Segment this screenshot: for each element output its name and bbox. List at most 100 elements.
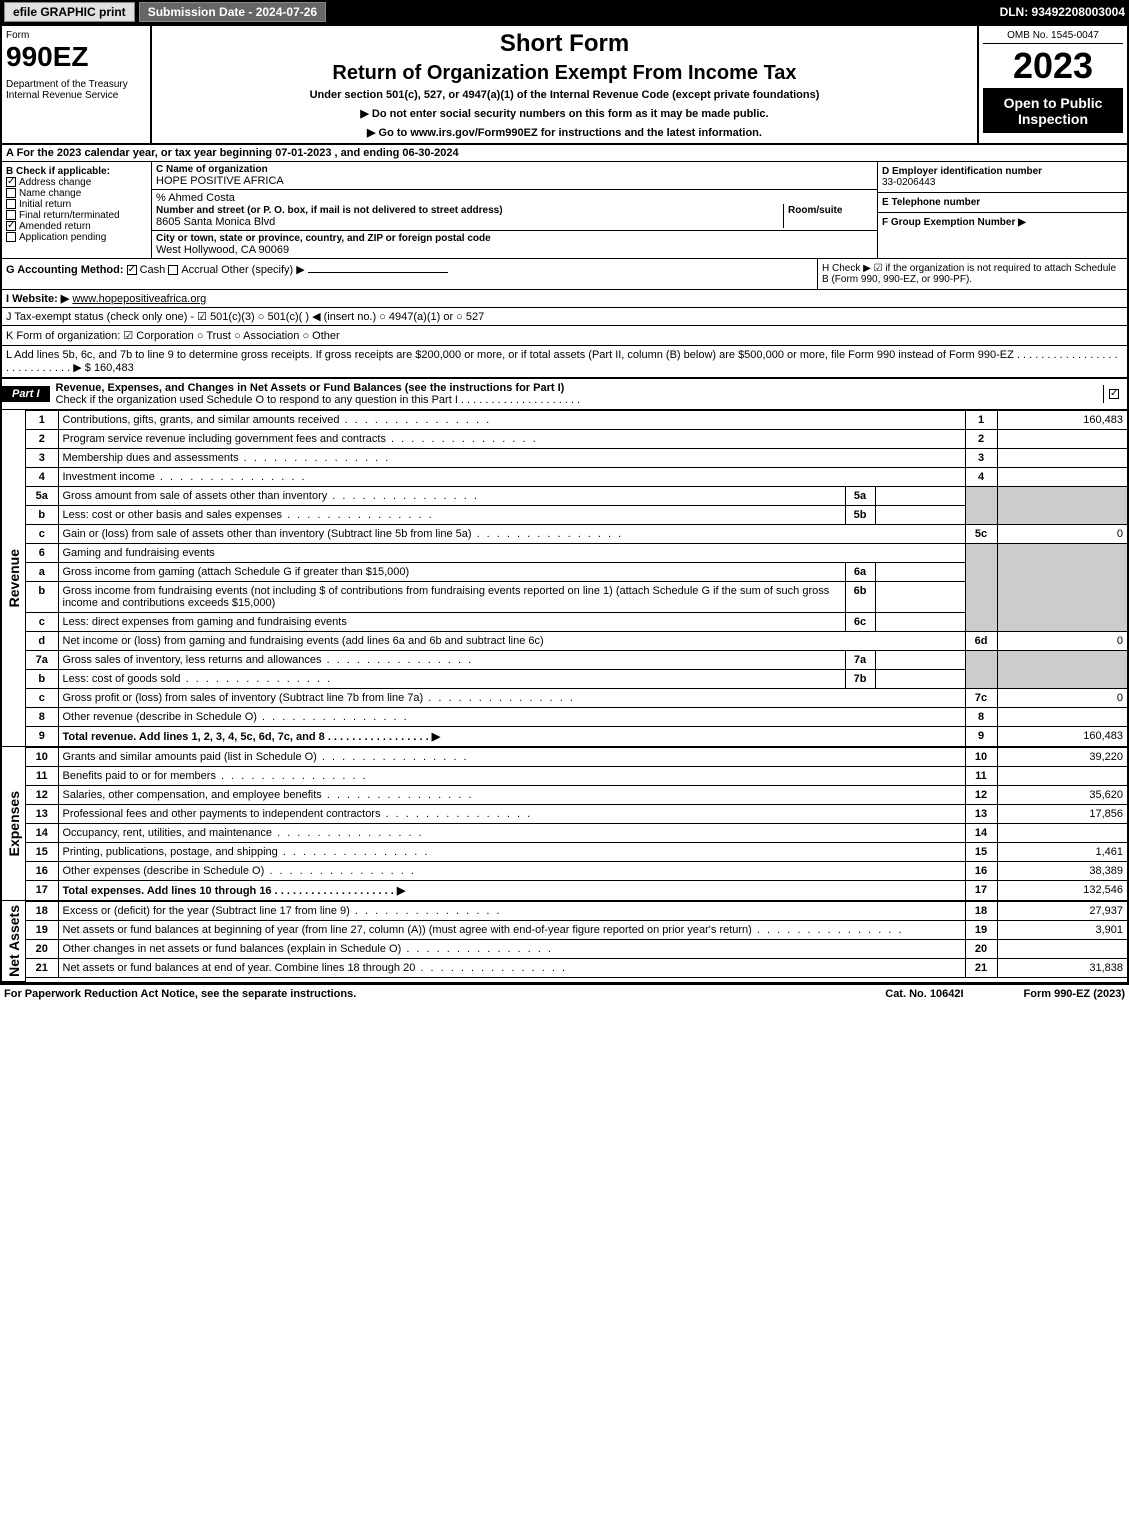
l6d-val: 0: [997, 632, 1127, 651]
expenses-section: Expenses 10Grants and similar amounts pa…: [2, 747, 1127, 901]
submission-date-button[interactable]: Submission Date - 2024-07-26: [139, 2, 326, 22]
section-i: I Website: ▶ www.hopepositiveafrica.org: [2, 290, 1127, 308]
l5a-sn: 5a: [845, 487, 875, 506]
l6c-sv: [875, 613, 965, 632]
header-left: Form 990EZ Department of the Treasury In…: [2, 26, 152, 143]
l6c-sn: 6c: [845, 613, 875, 632]
l19-rn: 19: [965, 921, 997, 940]
l8-desc: Other revenue (describe in Schedule O): [58, 708, 965, 727]
l9-val: 160,483: [997, 727, 1127, 747]
l12-num: 12: [26, 786, 58, 805]
chk-part1-scho[interactable]: [1109, 389, 1119, 399]
b-item-1: Name change: [19, 188, 81, 199]
l8-num: 8: [26, 708, 58, 727]
l15-rn: 15: [965, 843, 997, 862]
g-accrual: Accrual: [181, 264, 218, 276]
l14-rn: 14: [965, 824, 997, 843]
part1-header: Part I Revenue, Expenses, and Changes in…: [2, 379, 1127, 410]
header-right: OMB No. 1545-0047 2023 Open to Public In…: [977, 26, 1127, 143]
chk-accrual[interactable]: [168, 265, 178, 275]
dept-label: Department of the Treasury Internal Reve…: [6, 79, 146, 101]
l14-num: 14: [26, 824, 58, 843]
l6c-desc: Less: direct expenses from gaming and fu…: [58, 613, 845, 632]
l7c-num: c: [26, 689, 58, 708]
e-label: E Telephone number: [882, 197, 1123, 208]
l7b-desc: Less: cost of goods sold: [58, 670, 845, 689]
l20-val: [997, 940, 1127, 959]
g-other: Other (specify) ▶: [221, 264, 305, 276]
l19-val: 3,901: [997, 921, 1127, 940]
city-label: City or town, state or province, country…: [156, 233, 873, 244]
street-address: 8605 Santa Monica Blvd: [156, 216, 275, 228]
l14-val: [997, 824, 1127, 843]
netassets-section: Net Assets 18Excess or (deficit) for the…: [2, 901, 1127, 982]
l2-desc: Program service revenue including govern…: [58, 430, 965, 449]
l19-desc: Net assets or fund balances at beginning…: [58, 921, 965, 940]
tax-year: 2023: [983, 44, 1123, 89]
section-bcdef: B Check if applicable: Address change Na…: [2, 162, 1127, 259]
l20-rn: 20: [965, 940, 997, 959]
l13-num: 13: [26, 805, 58, 824]
l17-desc: Total expenses. Add lines 10 through 16 …: [58, 881, 965, 901]
chk-address-change[interactable]: [6, 177, 16, 187]
chk-name-change[interactable]: [6, 188, 16, 198]
top-bar: efile GRAPHIC print Submission Date - 20…: [0, 0, 1129, 24]
l4-rn: 4: [965, 468, 997, 487]
l20-desc: Other changes in net assets or fund bala…: [58, 940, 965, 959]
b-item-4: Amended return: [19, 221, 91, 232]
chk-application-pending[interactable]: [6, 232, 16, 242]
website-link[interactable]: www.hopepositiveafrica.org: [72, 293, 206, 305]
l7a-desc: Gross sales of inventory, less returns a…: [58, 651, 845, 670]
chk-cash[interactable]: [127, 265, 137, 275]
l14-desc: Occupancy, rent, utilities, and maintena…: [58, 824, 965, 843]
netassets-sidelabel: Net Assets: [4, 901, 24, 981]
d-label: D Employer identification number: [882, 166, 1123, 177]
l6-desc: Gaming and fundraising events: [58, 544, 965, 563]
b-item-5: Application pending: [19, 232, 106, 243]
l6d-desc: Net income or (loss) from gaming and fun…: [58, 632, 965, 651]
care-of: % Ahmed Costa: [156, 192, 873, 204]
l6b-num: b: [26, 582, 58, 613]
l18-desc: Excess or (deficit) for the year (Subtra…: [58, 902, 965, 921]
warn-ssn: ▶ Do not enter social security numbers o…: [160, 107, 969, 120]
l4-num: 4: [26, 468, 58, 487]
warn-goto: ▶ Go to www.irs.gov/Form990EZ for instru…: [160, 126, 969, 139]
section-j: J Tax-exempt status (check only one) - ☑…: [2, 308, 1127, 326]
l21-desc: Net assets or fund balances at end of ye…: [58, 959, 965, 978]
l1-rn: 1: [965, 411, 997, 430]
short-form-title: Short Form: [160, 30, 969, 58]
l3-desc: Membership dues and assessments: [58, 449, 965, 468]
l6a-sn: 6a: [845, 563, 875, 582]
chk-initial-return[interactable]: [6, 199, 16, 209]
l5b-desc: Less: cost or other basis and sales expe…: [58, 506, 845, 525]
chk-final-return[interactable]: [6, 210, 16, 220]
l3-rn: 3: [965, 449, 997, 468]
i-label: I Website: ▶: [6, 293, 69, 305]
l18-val: 27,937: [997, 902, 1127, 921]
efile-button[interactable]: efile GRAPHIC print: [4, 2, 135, 22]
l5b-num: b: [26, 506, 58, 525]
l6a-sv: [875, 563, 965, 582]
section-l: L Add lines 5b, 6c, and 7b to line 9 to …: [2, 346, 1127, 379]
form-number: 990EZ: [6, 41, 146, 73]
l11-val: [997, 767, 1127, 786]
l17-rn: 17: [965, 881, 997, 901]
l8-rn: 8: [965, 708, 997, 727]
section-def: D Employer identification number 33-0206…: [877, 162, 1127, 258]
g-label: G Accounting Method:: [6, 264, 124, 276]
l11-desc: Benefits paid to or for members: [58, 767, 965, 786]
footer-catno: Cat. No. 10642I: [885, 988, 963, 1000]
org-name: HOPE POSITIVE AFRICA: [156, 175, 873, 187]
l18-rn: 18: [965, 902, 997, 921]
l6d-num: d: [26, 632, 58, 651]
l-text: L Add lines 5b, 6c, and 7b to line 9 to …: [6, 349, 1118, 374]
b-item-0: Address change: [19, 177, 91, 188]
l5b-sv: [875, 506, 965, 525]
l5a-sv: [875, 487, 965, 506]
chk-amended-return[interactable]: [6, 221, 16, 231]
section-b: B Check if applicable: Address change Na…: [2, 162, 152, 258]
return-title: Return of Organization Exempt From Incom…: [160, 62, 969, 85]
l6a-num: a: [26, 563, 58, 582]
l13-desc: Professional fees and other payments to …: [58, 805, 965, 824]
section-c: C Name of organization HOPE POSITIVE AFR…: [152, 162, 877, 258]
